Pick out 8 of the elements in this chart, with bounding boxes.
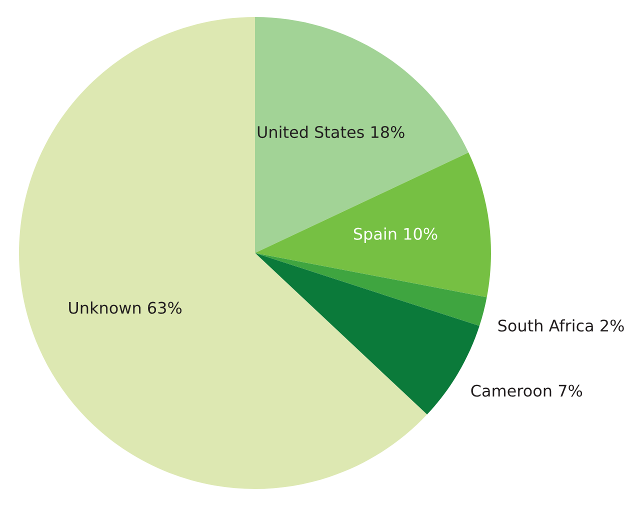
- pie-slice: [255, 152, 491, 298]
- slice-label: South Africa 2%: [498, 319, 624, 332]
- slice-label: United States 18%: [258, 126, 404, 138]
- pie-slice: [255, 17, 469, 253]
- slice-label: Spain 10%: [354, 228, 438, 243]
- slice-label: Cameroon 7%: [471, 384, 582, 397]
- slice-label: Unknown 63%: [69, 302, 182, 314]
- pie-slice: [255, 253, 487, 326]
